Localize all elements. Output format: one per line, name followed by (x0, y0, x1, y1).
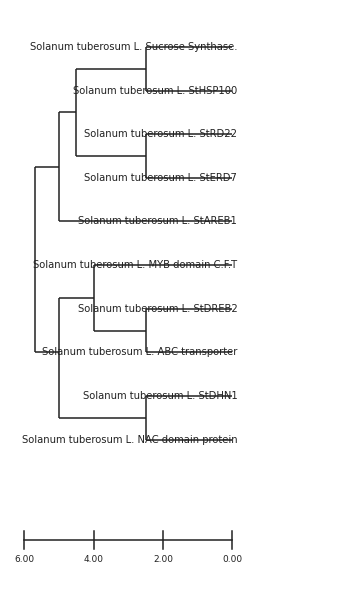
Text: Solanum tuberosum L. StRD22: Solanum tuberosum L. StRD22 (84, 129, 237, 139)
Text: Solanum tuberosum L. StAREB1: Solanum tuberosum L. StAREB1 (78, 217, 237, 226)
Text: Solanum tuberosum L. StHSP100: Solanum tuberosum L. StHSP100 (73, 86, 237, 95)
Text: Solanum tuberosum L. StDREB2: Solanum tuberosum L. StDREB2 (78, 304, 237, 314)
Text: Solanum tuberosum L. Sucrose Synthase.: Solanum tuberosum L. Sucrose Synthase. (30, 42, 237, 52)
Text: 6.00: 6.00 (14, 555, 34, 564)
Text: 0.00: 0.00 (222, 555, 242, 564)
Text: Solanum tuberosum L. StDHN1: Solanum tuberosum L. StDHN1 (83, 391, 237, 401)
Text: Solanum tuberosum L. NAC domain protein: Solanum tuberosum L. NAC domain protein (22, 434, 237, 445)
Text: 4.00: 4.00 (84, 555, 104, 564)
Text: Solanum tuberosum L. ABC transporter: Solanum tuberosum L. ABC transporter (42, 347, 237, 358)
Text: Solanum tuberosum L. MYB domain C.F.T: Solanum tuberosum L. MYB domain C.F.T (33, 260, 237, 270)
Text: 2.00: 2.00 (153, 555, 173, 564)
Text: Solanum tuberosum L. StERD7: Solanum tuberosum L. StERD7 (84, 173, 237, 183)
